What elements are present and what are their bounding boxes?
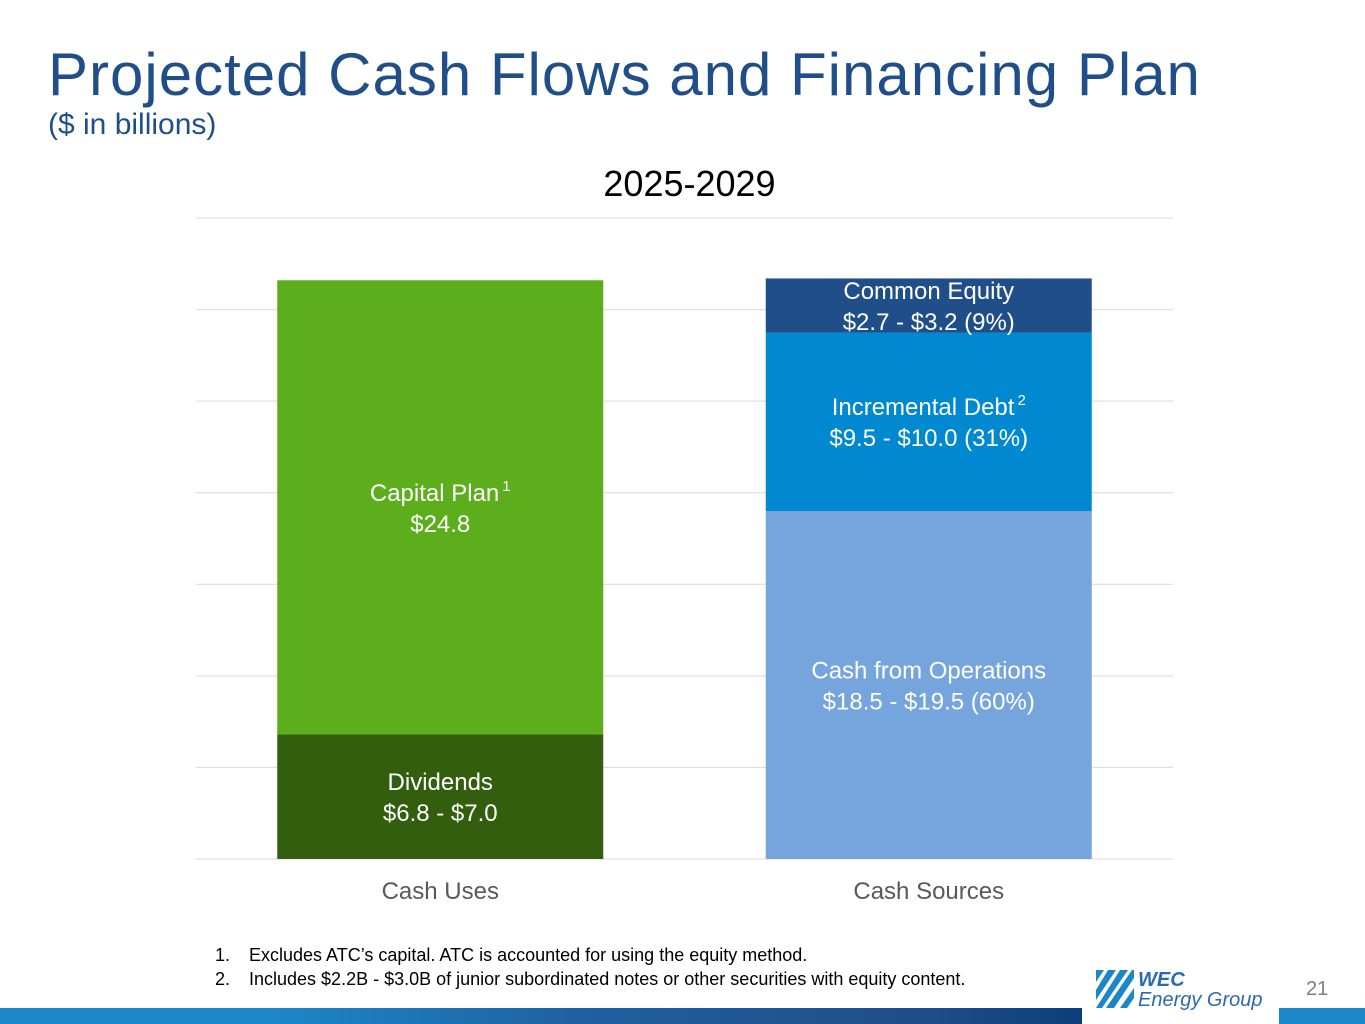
wec-energy-group-logo: WEC Energy Group bbox=[1094, 968, 1264, 1014]
logo-text: WEC Energy Group bbox=[1138, 970, 1263, 1010]
data-label: Cash from Operations bbox=[811, 658, 1046, 685]
x-tick-label: Cash Uses bbox=[382, 878, 499, 905]
data-label: $6.8 - $7.0 bbox=[383, 800, 498, 827]
footer-bar-right bbox=[1279, 1008, 1365, 1024]
bar-segment-common-equity bbox=[765, 278, 1092, 333]
wec-logo-mark-icon bbox=[1094, 968, 1136, 1010]
bar-segment-cash-from-operations bbox=[765, 511, 1092, 859]
page-title: Projected Cash Flows and Financing Plan bbox=[48, 41, 1201, 108]
data-label: $18.5 - $19.5 (60%) bbox=[823, 689, 1035, 716]
footnotes: 1. Excludes ATC’s capital. ATC is accoun… bbox=[215, 943, 965, 991]
bar-segment-incremental-debt bbox=[765, 332, 1092, 512]
data-label: Capital Plan 1 bbox=[370, 478, 511, 507]
page-subtitle: ($ in billions) bbox=[48, 108, 217, 141]
stacked-bar-chart: 2025-2029 Dividends $6.8 - $7.0 Capital Pla… bbox=[196, 163, 1173, 905]
footnote-marker: 1 bbox=[502, 478, 510, 495]
footnote-number: 2. bbox=[215, 969, 231, 989]
bar-segment-dividends bbox=[277, 734, 604, 859]
footnote-text: Excludes ATC’s capital. ATC is accounted… bbox=[249, 945, 808, 965]
footnote-marker: 2 bbox=[1017, 392, 1025, 409]
data-label: Dividends bbox=[388, 769, 493, 796]
chart-title: 2025-2029 bbox=[603, 163, 775, 204]
data-label: $2.7 - $3.2 (9%) bbox=[843, 309, 1015, 336]
data-label: $9.5 - $10.0 (31%) bbox=[829, 425, 1028, 452]
data-label: Incremental Debt 2 bbox=[832, 392, 1026, 421]
logo-line-1: WEC bbox=[1138, 969, 1185, 991]
data-label: Common Equity bbox=[843, 278, 1014, 305]
footer-bar bbox=[0, 1008, 1082, 1024]
x-tick-label: Cash Sources bbox=[853, 878, 1004, 905]
page-number: 21 bbox=[1306, 978, 1329, 1000]
bar-segment-capital-plan bbox=[277, 280, 604, 735]
logo-line-2: Energy Group bbox=[1138, 989, 1263, 1011]
footnote-1: 1. Excludes ATC’s capital. ATC is accoun… bbox=[215, 943, 965, 967]
footnote-number: 1. bbox=[215, 945, 231, 965]
footnote-text: Includes $2.2B - $3.0B of junior subordi… bbox=[249, 969, 966, 989]
data-label: $24.8 bbox=[410, 511, 470, 538]
footnote-2: 2. Includes $2.2B - $3.0B of junior subo… bbox=[215, 967, 965, 991]
